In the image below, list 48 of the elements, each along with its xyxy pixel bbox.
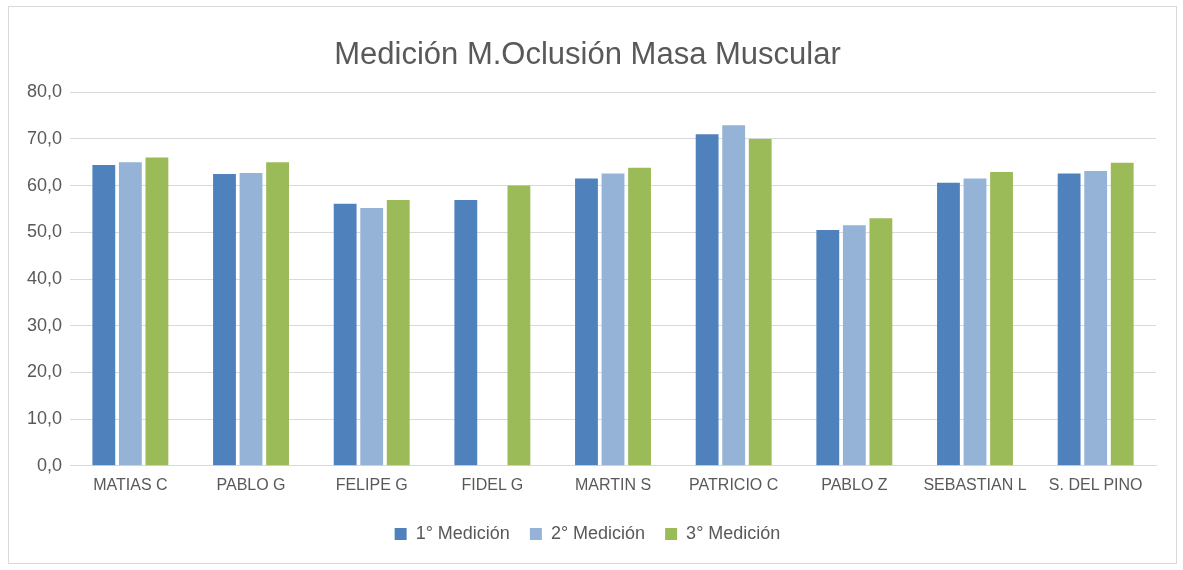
bar	[507, 185, 531, 466]
bar	[722, 125, 746, 466]
x-tick-label: S. DEL PINO	[1048, 475, 1143, 493]
y-tick-label: 50,0	[26, 221, 63, 242]
bar	[601, 173, 625, 466]
bar	[963, 178, 987, 466]
bar	[937, 182, 960, 466]
bar	[575, 178, 598, 466]
bar	[92, 165, 116, 466]
bar	[748, 138, 772, 466]
y-tick-label: 70,0	[26, 127, 63, 148]
bar	[266, 162, 289, 466]
y-tick-label: 80,0	[26, 81, 63, 102]
x-tick-label: MARTIN S	[574, 475, 652, 493]
legend-label: 3° Medición	[686, 522, 781, 543]
x-tick-label: FIDEL G	[461, 475, 524, 493]
bar	[695, 134, 719, 466]
bar	[118, 162, 142, 466]
y-tick-label: 20,0	[26, 361, 63, 382]
x-tick-label: PATRICIO C	[689, 475, 779, 493]
y-tick-label: 0,0	[37, 454, 63, 475]
x-tick-label: FELIPE G	[335, 475, 408, 493]
bar	[239, 172, 263, 466]
bar	[990, 172, 1013, 466]
bar	[333, 203, 357, 466]
bar	[1057, 173, 1081, 466]
bar	[842, 225, 866, 466]
chart-title: Medición M.Oclusión Masa Muscular	[334, 36, 841, 72]
bar	[360, 208, 384, 466]
bar	[145, 157, 169, 466]
x-tick-label: SEBASTIAN L	[923, 475, 1027, 493]
y-tick-label: 10,0	[26, 408, 63, 429]
bar	[1110, 162, 1134, 466]
legend-label: 2° Medición	[550, 522, 646, 543]
y-tick-label: 30,0	[26, 314, 63, 335]
bar	[386, 200, 410, 466]
y-tick-label: 60,0	[26, 174, 63, 195]
bar	[816, 229, 840, 466]
bar	[213, 173, 236, 466]
x-tick-label: PABLO G	[216, 475, 286, 493]
bar	[1084, 171, 1108, 466]
bar	[454, 200, 478, 466]
x-tick-label: MATIAS C	[93, 475, 168, 493]
bar	[869, 218, 893, 466]
x-tick-label: PABLO Z	[821, 475, 888, 493]
y-tick-label: 40,0	[26, 267, 63, 288]
legend-label: 1° Medición	[415, 522, 510, 543]
bar	[628, 167, 651, 466]
